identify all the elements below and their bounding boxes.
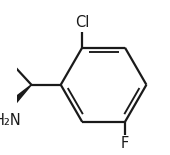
Text: F: F — [121, 136, 129, 151]
Text: Cl: Cl — [75, 15, 89, 30]
Polygon shape — [9, 85, 31, 107]
Text: H₂N: H₂N — [0, 113, 22, 128]
